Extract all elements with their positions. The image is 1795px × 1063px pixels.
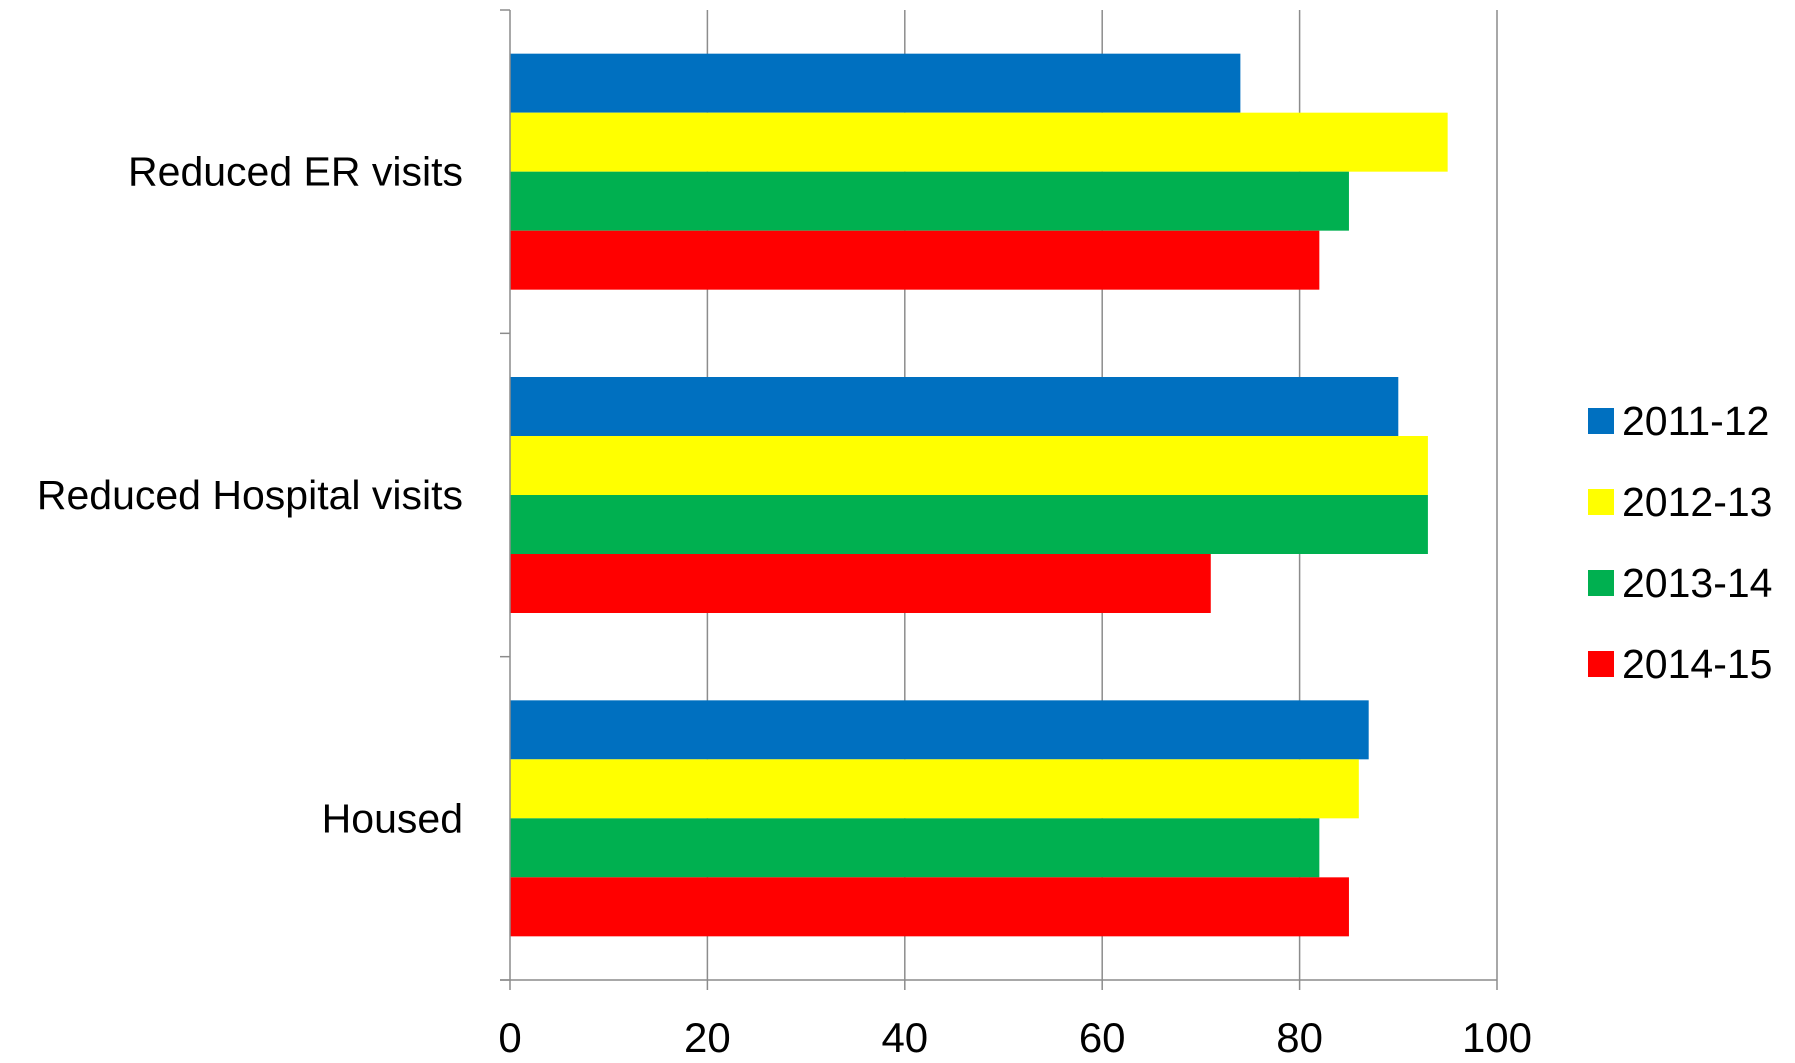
x-tick-label: 100 <box>1462 1014 1532 1058</box>
legend-label: 2013-14 <box>1622 560 1772 606</box>
x-tick-label: 40 <box>881 1014 928 1058</box>
bar-2012-13-reduced-er-visits <box>510 112 1448 172</box>
bar-2011-12-housed <box>510 700 1369 760</box>
category-label: Reduced ER visits <box>128 149 463 195</box>
legend-swatch-2014-15 <box>1588 651 1614 677</box>
bar-2012-13-housed <box>510 759 1359 819</box>
bar-2014-15-housed <box>510 877 1349 937</box>
x-tick-label: 20 <box>684 1014 731 1058</box>
bar-2011-12-reduced-hospital-visits <box>510 377 1399 436</box>
x-tick-label: 60 <box>1079 1014 1126 1058</box>
legend-swatch-2011-12 <box>1588 408 1614 434</box>
bar-2011-12-reduced-er-visits <box>510 53 1241 113</box>
category-label: Reduced Hospital visits <box>37 472 463 518</box>
bars <box>510 53 1448 937</box>
bar-2013-14-reduced-hospital-visits <box>510 495 1428 554</box>
x-tick-label: 0 <box>498 1014 521 1058</box>
category-labels: Reduced ER visits Reduced Hospital visits… <box>37 149 463 842</box>
legend-swatch-2013-14 <box>1588 570 1614 596</box>
bar-2013-14-housed <box>510 818 1320 878</box>
legend-label: 2014-15 <box>1622 641 1772 687</box>
x-tick-labels: 0 20 40 60 80 100 <box>498 1014 1532 1061</box>
bar-2012-13-reduced-hospital-visits <box>510 436 1428 495</box>
legend-swatch-2012-13 <box>1588 489 1614 515</box>
x-tick-label: 80 <box>1276 1014 1323 1058</box>
bar-2014-15-reduced-er-visits <box>510 230 1320 290</box>
legend-label: 2011-12 <box>1622 398 1769 444</box>
legend: 2011-12 2012-13 2013-14 2014-15 <box>1588 398 1772 687</box>
bar-2013-14-reduced-er-visits <box>510 171 1349 231</box>
legend-label: 2012-13 <box>1622 479 1772 525</box>
axes <box>500 9 1498 990</box>
category-label: Housed <box>322 795 463 841</box>
bar-2014-15-reduced-hospital-visits <box>510 554 1211 613</box>
